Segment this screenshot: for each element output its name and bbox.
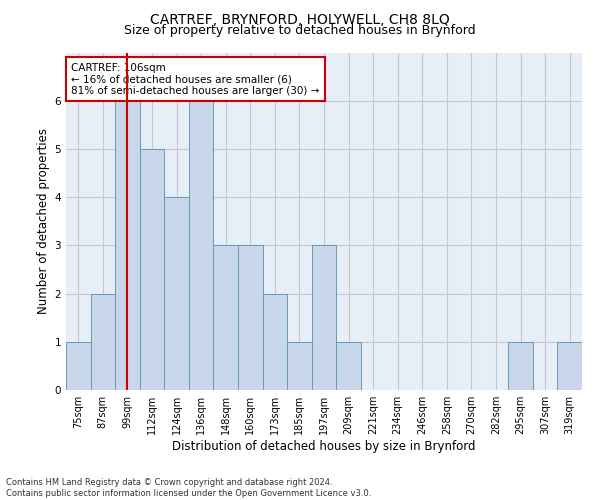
Y-axis label: Number of detached properties: Number of detached properties [37,128,50,314]
Bar [189,100,214,390]
Bar [115,100,140,390]
Bar [312,246,336,390]
Bar [508,342,533,390]
Bar [557,342,582,390]
Text: Size of property relative to detached houses in Brynford: Size of property relative to detached ho… [124,24,476,37]
Bar [336,342,361,390]
Bar [263,294,287,390]
Bar [66,342,91,390]
Bar [164,197,189,390]
Bar [238,246,263,390]
Text: CARTREF: 106sqm
← 16% of detached houses are smaller (6)
81% of semi-detached ho: CARTREF: 106sqm ← 16% of detached houses… [71,62,320,96]
Text: CARTREF, BRYNFORD, HOLYWELL, CH8 8LQ: CARTREF, BRYNFORD, HOLYWELL, CH8 8LQ [150,12,450,26]
Bar [287,342,312,390]
X-axis label: Distribution of detached houses by size in Brynford: Distribution of detached houses by size … [172,440,476,453]
Bar [214,246,238,390]
Bar [140,149,164,390]
Bar [91,294,115,390]
Text: Contains HM Land Registry data © Crown copyright and database right 2024.
Contai: Contains HM Land Registry data © Crown c… [6,478,371,498]
